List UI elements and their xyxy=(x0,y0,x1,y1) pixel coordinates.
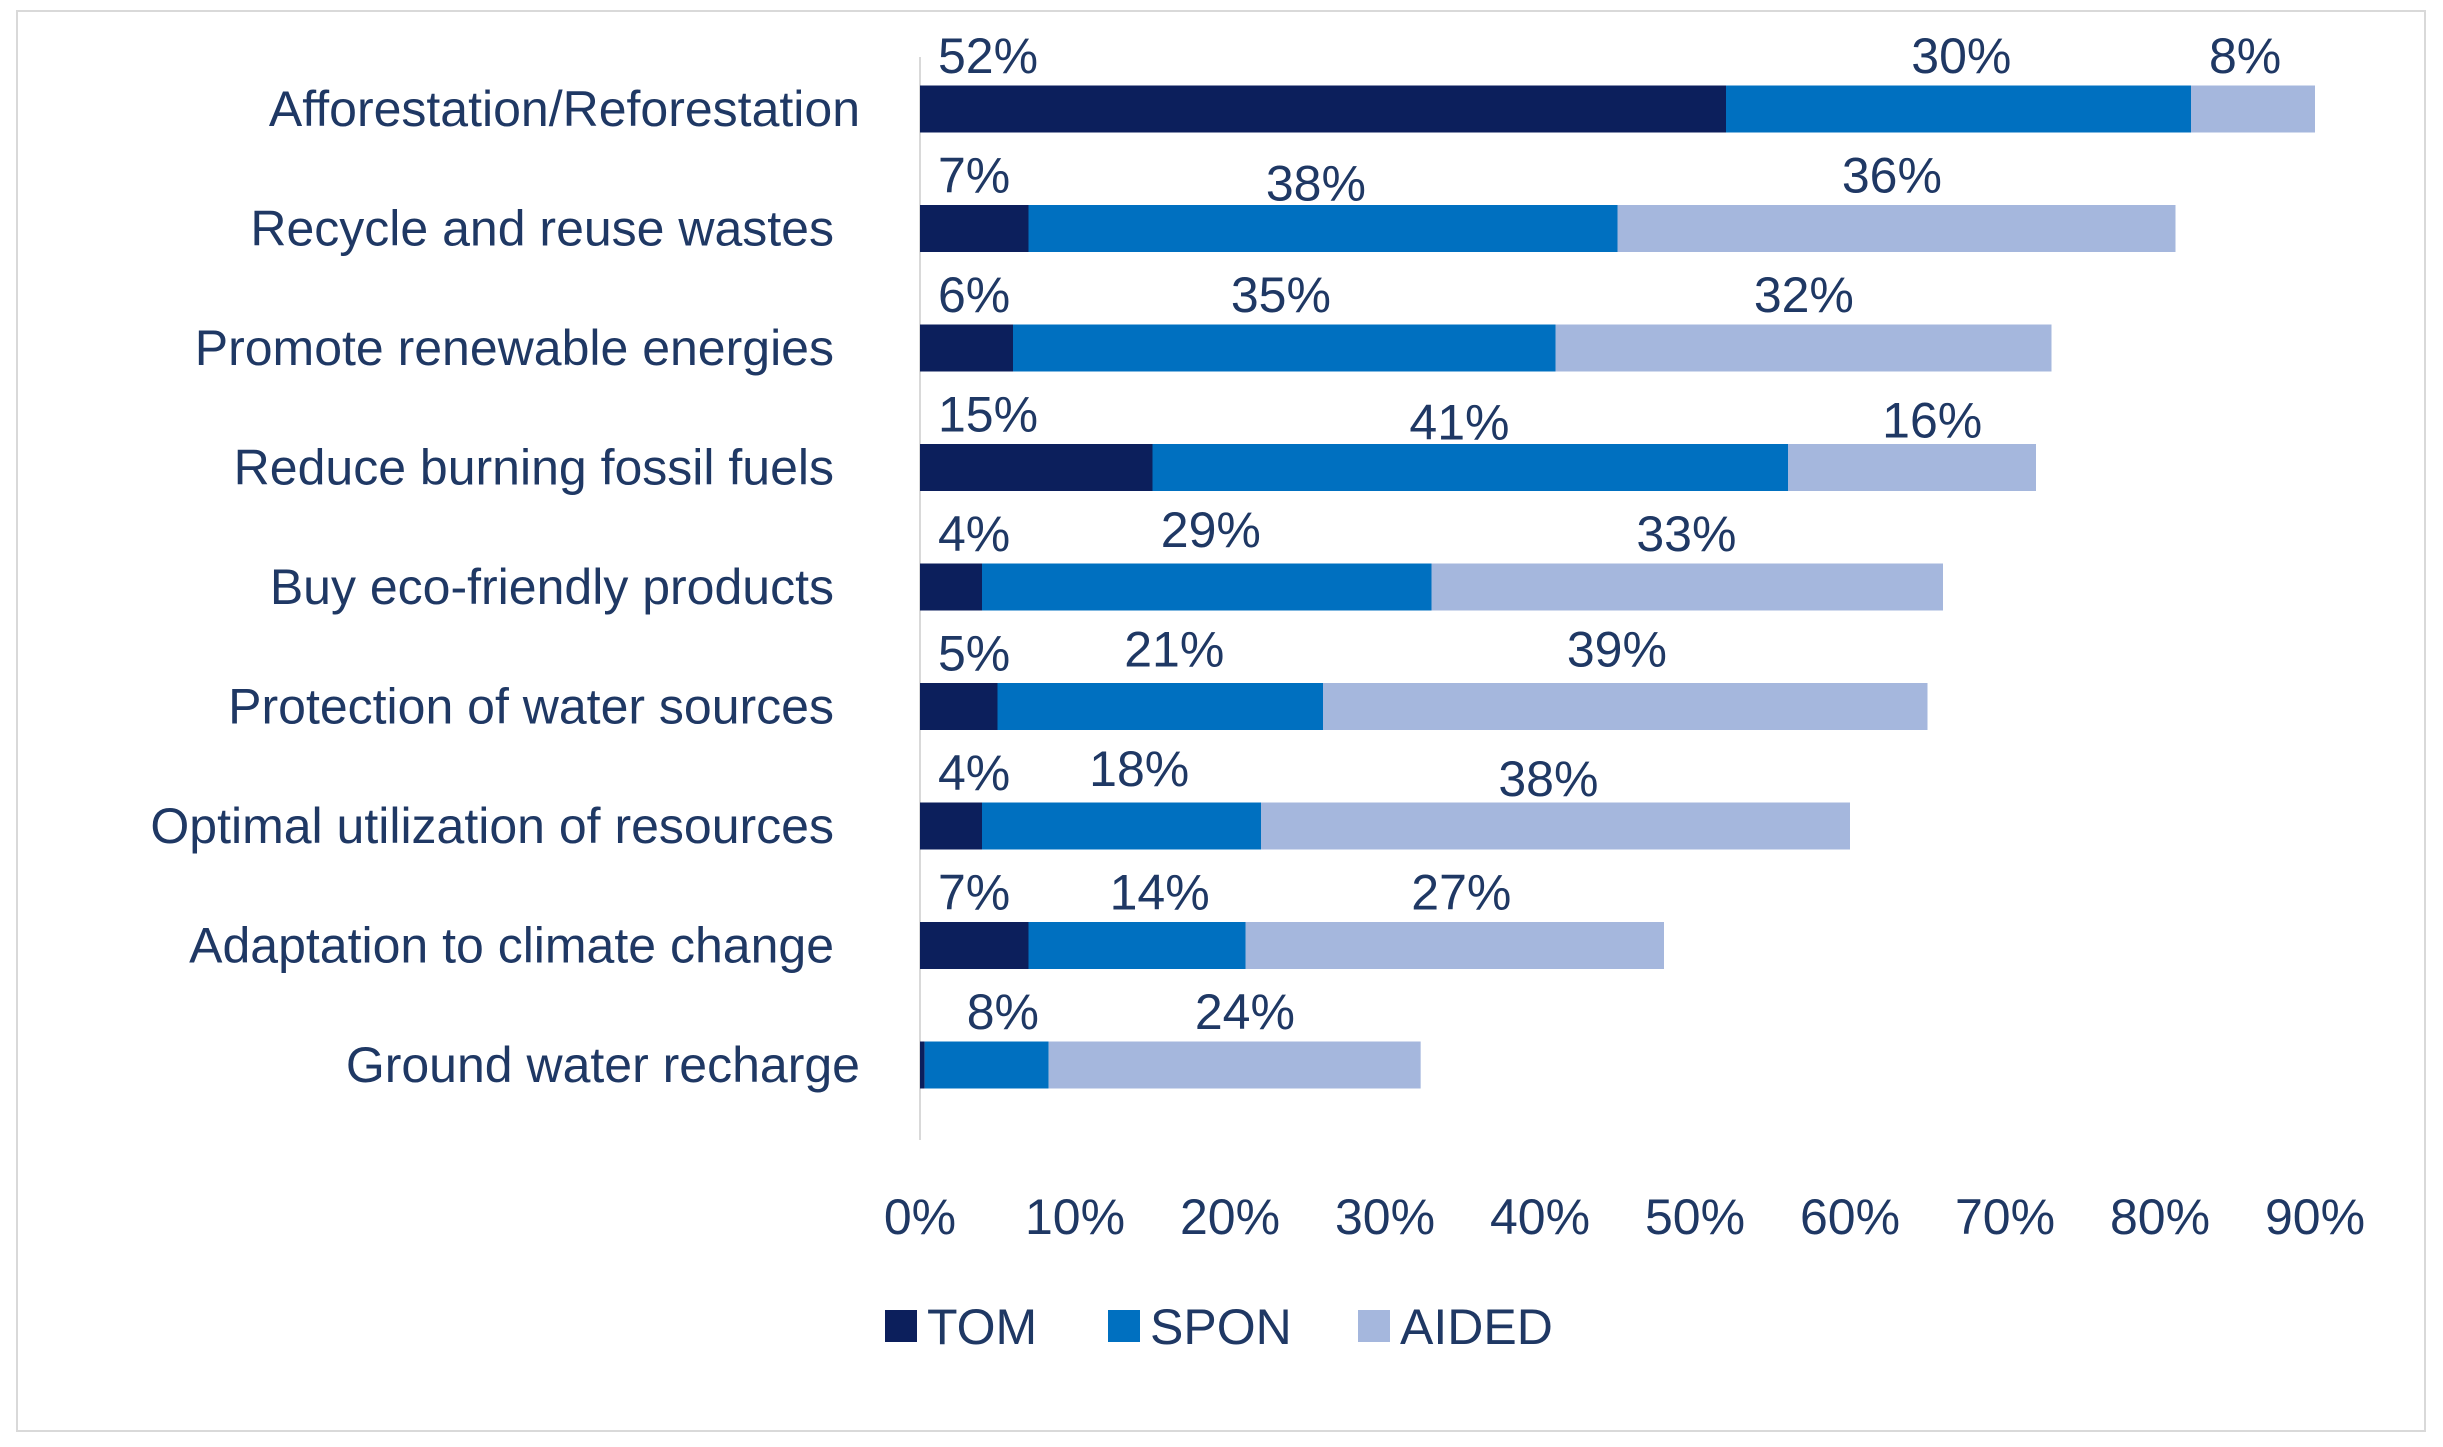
data-label-tom-promote-renewable-energies: 6% xyxy=(938,267,1010,323)
bar-spon-afforestation-reforestation xyxy=(1726,85,2191,133)
data-label-tom-reduce-burning-fossil-fuels: 15% xyxy=(938,387,1038,443)
data-label-tom-adaptation-to-climate-change: 7% xyxy=(938,865,1010,921)
stacked-bar-chart: 52% 30% 8% 7% 38% 36% 6% 35% 32% 15% 41% 16% 4% 29% 33… xyxy=(150,28,2365,1355)
category-labels: Afforestation/Reforestation Recycle and r… xyxy=(150,81,860,1093)
data-label-spon-protection-of-water-sources: 21% xyxy=(1124,622,1224,678)
chart-frame: 52% 30% 8% 7% 38% 36% 6% 35% 32% 15% 41% 16% 4% 29% 33… xyxy=(16,10,2426,1432)
category-label-reduce-burning-fossil-fuels: Reduce burning fossil fuels xyxy=(234,440,834,496)
data-label-spon-afforestation-reforestation: 30% xyxy=(1911,28,2011,84)
bar-aided-buy-eco-friendly-products xyxy=(1431,563,1943,611)
x-tick-label-30: 30% xyxy=(1335,1189,1435,1245)
bar-spon-ground-water-recharge xyxy=(924,1041,1049,1089)
category-label-protection-of-water-sources: Protection of water sources xyxy=(228,679,834,735)
category-label-buy-eco-friendly-products: Buy eco-friendly products xyxy=(270,559,834,615)
bar-aided-ground-water-recharge xyxy=(1048,1041,1421,1089)
data-label-aided-recycle-and-reuse-wastes: 36% xyxy=(1842,148,1942,204)
data-label-spon-ground-water-recharge: 8% xyxy=(967,984,1039,1040)
data-label-aided-adaptation-to-climate-change: 27% xyxy=(1411,865,1511,921)
legend-label-tom: TOM xyxy=(927,1299,1037,1355)
x-tick-label-0: 0% xyxy=(884,1189,956,1245)
x-tick-label-10: 10% xyxy=(1025,1189,1125,1245)
data-label-tom-recycle-and-reuse-wastes: 7% xyxy=(938,148,1010,204)
bar-spon-adaptation-to-climate-change xyxy=(1028,922,1246,969)
bars-layer xyxy=(920,85,2315,1089)
labels-layer: 52% 30% 8% 7% 38% 36% 6% 35% 32% 15% 41% 16% 4% 29% 33… xyxy=(938,28,2281,1040)
data-label-aided-ground-water-recharge: 24% xyxy=(1195,984,1295,1040)
bar-aided-reduce-burning-fossil-fuels xyxy=(1788,444,2036,491)
category-label-optimal-utilization-of-resources: Optimal utilization of resources xyxy=(150,798,834,854)
legend-swatch-aided xyxy=(1358,1310,1390,1342)
bar-tom-protection-of-water-sources xyxy=(920,683,998,730)
data-label-spon-promote-renewable-energies: 35% xyxy=(1231,267,1331,323)
category-label-afforestation-reforestation: Afforestation/Reforestation xyxy=(269,81,860,137)
data-label-tom-protection-of-water-sources: 5% xyxy=(938,626,1010,682)
bar-tom-promote-renewable-energies xyxy=(920,324,1013,372)
x-tick-label-60: 60% xyxy=(1800,1189,1900,1245)
data-label-spon-buy-eco-friendly-products: 29% xyxy=(1161,502,1261,558)
data-label-spon-optimal-utilization-of-resources: 18% xyxy=(1089,741,1189,797)
bar-tom-reduce-burning-fossil-fuels xyxy=(920,444,1153,491)
category-label-promote-renewable-energies: Promote renewable energies xyxy=(195,320,834,376)
bar-aided-protection-of-water-sources xyxy=(1323,683,1928,730)
data-label-tom-afforestation-reforestation: 52% xyxy=(938,28,1038,84)
bar-spon-reduce-burning-fossil-fuels xyxy=(1152,444,1788,491)
data-label-aided-buy-eco-friendly-products: 33% xyxy=(1636,506,1736,562)
x-tick-label-50: 50% xyxy=(1645,1189,1745,1245)
bar-spon-promote-renewable-energies xyxy=(1013,324,1556,372)
x-tick-label-90: 90% xyxy=(2265,1189,2365,1245)
bar-tom-recycle-and-reuse-wastes xyxy=(920,205,1029,252)
bar-aided-optimal-utilization-of-resources xyxy=(1261,802,1850,850)
data-label-aided-promote-renewable-energies: 32% xyxy=(1754,267,1854,323)
bar-aided-recycle-and-reuse-wastes xyxy=(1617,205,2176,252)
bar-tom-buy-eco-friendly-products xyxy=(920,563,982,611)
x-tick-label-70: 70% xyxy=(1955,1189,2055,1245)
bar-aided-adaptation-to-climate-change xyxy=(1245,922,1664,969)
x-tick-label-20: 20% xyxy=(1180,1189,1280,1245)
data-label-aided-afforestation-reforestation: 8% xyxy=(2209,28,2281,84)
bar-tom-ground-water-recharge xyxy=(920,1041,925,1089)
data-label-spon-reduce-burning-fossil-fuels: 41% xyxy=(1409,395,1509,451)
category-label-ground-water-recharge: Ground water recharge xyxy=(346,1037,860,1093)
data-label-tom-optimal-utilization-of-resources: 4% xyxy=(938,745,1010,801)
bar-tom-optimal-utilization-of-resources xyxy=(920,802,982,850)
data-label-aided-optimal-utilization-of-resources: 38% xyxy=(1498,751,1598,807)
x-tick-label-40: 40% xyxy=(1490,1189,1590,1245)
legend: TOM SPON AIDED xyxy=(885,1299,1553,1355)
x-tick-labels: 0% 10% 20% 30% 40% 50% 60% 70% 80% 90% xyxy=(884,1189,2365,1245)
bar-tom-afforestation-reforestation xyxy=(920,85,1726,133)
legend-label-aided: AIDED xyxy=(1400,1299,1553,1355)
data-label-aided-reduce-burning-fossil-fuels: 16% xyxy=(1882,393,1982,449)
data-label-tom-buy-eco-friendly-products: 4% xyxy=(938,506,1010,562)
bar-spon-buy-eco-friendly-products xyxy=(982,563,1432,611)
bar-spon-recycle-and-reuse-wastes xyxy=(1028,205,1618,252)
bar-aided-afforestation-reforestation xyxy=(2191,85,2315,133)
category-label-recycle-and-reuse-wastes: Recycle and reuse wastes xyxy=(250,201,834,257)
data-label-spon-recycle-and-reuse-wastes: 38% xyxy=(1266,156,1366,212)
data-label-aided-protection-of-water-sources: 39% xyxy=(1567,622,1667,678)
category-label-adaptation-to-climate-change: Adaptation to climate change xyxy=(189,918,834,974)
legend-label-spon: SPON xyxy=(1150,1299,1292,1355)
x-tick-label-80: 80% xyxy=(2110,1189,2210,1245)
bar-spon-optimal-utilization-of-resources xyxy=(982,802,1261,850)
bar-tom-adaptation-to-climate-change xyxy=(920,922,1029,969)
legend-swatch-tom xyxy=(885,1310,917,1342)
legend-swatch-spon xyxy=(1108,1310,1140,1342)
data-label-spon-adaptation-to-climate-change: 14% xyxy=(1110,865,1210,921)
bar-aided-promote-renewable-energies xyxy=(1555,324,2052,372)
bar-spon-protection-of-water-sources xyxy=(997,683,1323,730)
